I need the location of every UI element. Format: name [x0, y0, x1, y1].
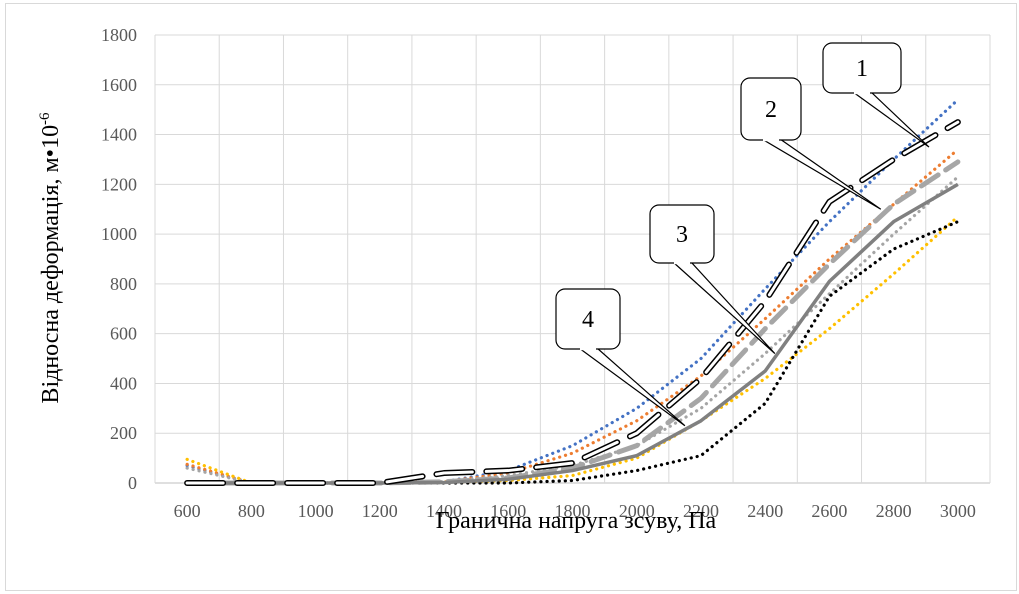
callout-1: 1 [822, 42, 930, 148]
y-tick-label: 1400 [101, 125, 137, 145]
series-line-5 [185, 220, 960, 485]
x-tick-label: 600 [174, 501, 201, 521]
y-tick-label: 400 [110, 373, 137, 393]
y-tick-label: 1800 [101, 25, 137, 45]
y-tick-label: 1600 [101, 75, 137, 95]
series-line-8 [184, 119, 961, 486]
gridlines [154, 34, 991, 484]
series-line-4 [185, 175, 960, 485]
x-tick-label: 1600 [490, 501, 526, 521]
x-tick-label: 1800 [555, 501, 591, 521]
x-tick-label: 1400 [426, 501, 462, 521]
x-tick-label: 2200 [683, 501, 719, 521]
series-line-1 [185, 98, 960, 485]
series-path [185, 175, 960, 485]
callout-pointer [759, 138, 882, 210]
x-tick-label: 2400 [747, 501, 783, 521]
x-tick-label: 2800 [876, 501, 912, 521]
y-tick-label: 0 [128, 473, 137, 493]
callout-3: 3 [649, 204, 776, 355]
x-axis-title: Гранична напруга зсуву, Па [436, 508, 717, 534]
y-tick-label: 1000 [101, 224, 137, 244]
series-path [185, 220, 960, 485]
callouts: 1 2 3 4 [555, 42, 930, 427]
callout-pointer [851, 91, 930, 148]
series-lines [184, 98, 961, 486]
y-axis-title-exponent: -6 [37, 112, 53, 125]
series-line-2 [185, 147, 960, 485]
x-tick-labels: 600 800 1000 1200 1400 1600 1800 2000 2200 2400 26… [174, 501, 976, 521]
callout-label: 3 [676, 222, 688, 248]
chart-frame [5, 3, 1017, 591]
y-tick-labels: 0 200 400 600 800 1000 1200 1400 1600 1800 [101, 25, 137, 493]
callout-2: 2 [740, 77, 882, 210]
x-tick-label: 2000 [619, 501, 655, 521]
x-tick-label: 3000 [940, 501, 976, 521]
series-path [185, 98, 960, 485]
callout-label: 4 [582, 307, 594, 333]
series-path [185, 215, 960, 485]
x-tick-label: 1200 [362, 501, 398, 521]
callout-label: 1 [856, 56, 868, 82]
y-tick-label: 800 [110, 274, 137, 294]
y-axis-title-main: Відносна деформація, м•10 [38, 125, 64, 404]
y-axis-title: Відносна деформація, м•10-6 [37, 112, 64, 404]
x-tick-label: 800 [238, 501, 265, 521]
callout-4: 4 [555, 288, 686, 427]
callout-label: 2 [765, 97, 777, 123]
series-path [185, 147, 960, 485]
y-tick-label: 1200 [101, 174, 137, 194]
y-tick-label: 600 [110, 324, 137, 344]
series-line-3 [185, 215, 960, 485]
series-path-core [185, 120, 960, 485]
x-tick-label: 1000 [298, 501, 334, 521]
y-tick-label: 200 [110, 423, 137, 443]
x-tick-label: 2600 [811, 501, 847, 521]
